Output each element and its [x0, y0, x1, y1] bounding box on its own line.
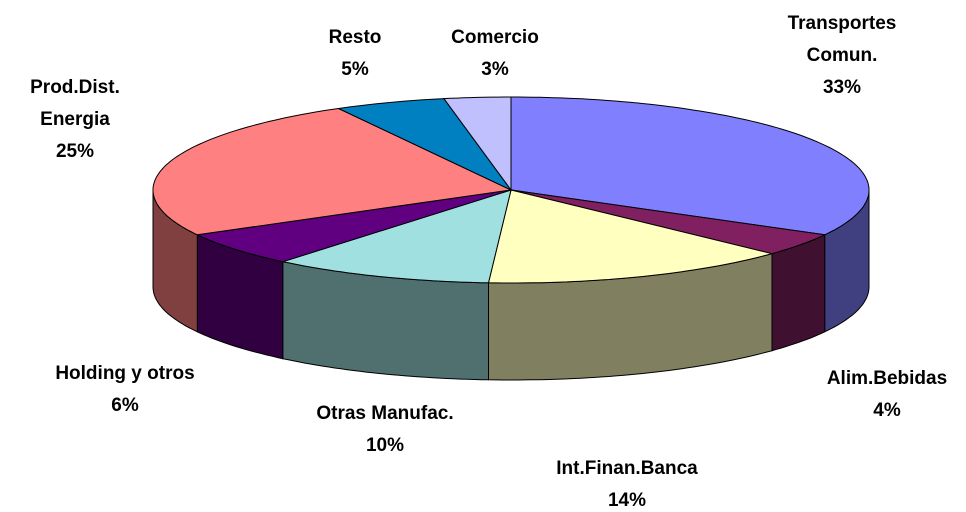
- slice-label: Prod.Dist. Energia 25%: [10, 72, 140, 168]
- value-label: 14%: [607, 490, 647, 511]
- value-label: 4%: [873, 400, 901, 421]
- pie-slice: [487, 189, 773, 284]
- slice-label: Alim.Bebidas 4%: [787, 363, 966, 427]
- value-label: 5%: [341, 59, 369, 80]
- value-label: 33%: [822, 77, 862, 98]
- slice-label: Int.Finan.Banca 14%: [507, 453, 747, 512]
- slice-label: Otras Manufac. 10%: [265, 398, 505, 462]
- pie-slice: [282, 189, 512, 284]
- value-label: 10%: [365, 435, 405, 456]
- pie-slice: [442, 96, 512, 192]
- value-label: 3%: [481, 59, 509, 80]
- value-label: 6%: [111, 395, 139, 416]
- pie-slice: [152, 107, 513, 236]
- pie-slice: [510, 96, 870, 236]
- pie-slice: [510, 189, 827, 255]
- slice-label: Transportes Comun. 33%: [767, 8, 917, 104]
- slice-label: Holding y otros 6%: [15, 358, 235, 422]
- value-label: 25%: [55, 141, 95, 162]
- slice-side: [771, 234, 826, 352]
- pie-slice: [195, 189, 512, 263]
- pie-slice: [336, 98, 512, 191]
- slice-label: Resto 5%: [295, 22, 415, 86]
- category-name: Holding y otros: [55, 363, 195, 384]
- category-name: Prod.Dist. Energia: [30, 77, 120, 130]
- category-name: Int.Finan.Banca: [556, 458, 698, 479]
- slice-label: Comercio 3%: [425, 22, 565, 86]
- category-name: Alim.Bebidas: [826, 368, 948, 389]
- category-name: Comercio: [451, 27, 539, 48]
- category-name: Otras Manufac.: [316, 403, 454, 424]
- category-name: Resto: [328, 27, 382, 48]
- category-name: Transportes Comun.: [787, 13, 897, 66]
